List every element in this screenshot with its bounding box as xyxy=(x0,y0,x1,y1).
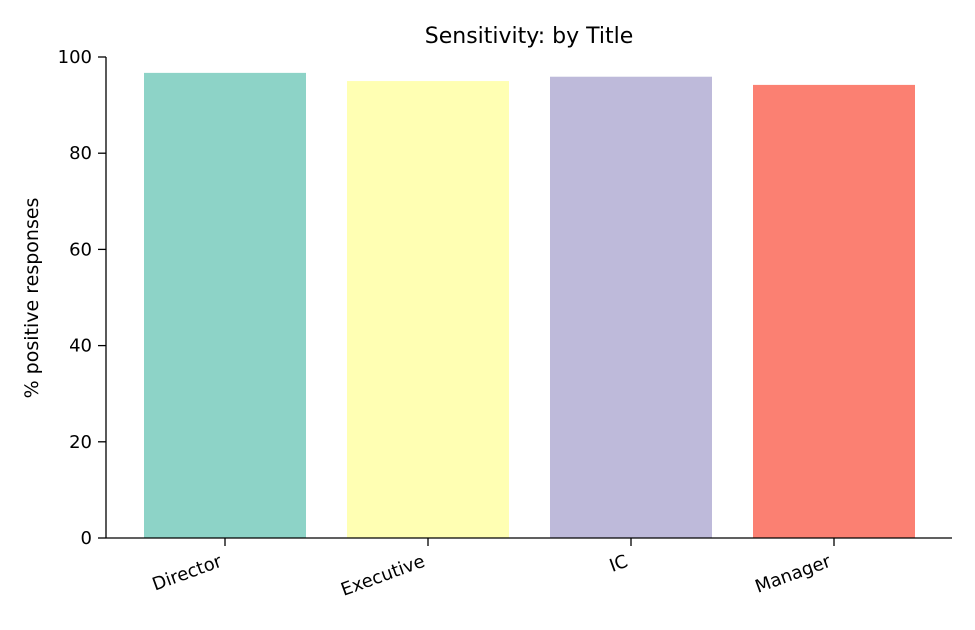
bar-director xyxy=(144,72,306,539)
x-axis-ticks: Director Executive IC Manager xyxy=(150,538,835,601)
x-tick-label: Director xyxy=(150,551,226,596)
y-tick-label: 0 xyxy=(81,528,92,549)
y-axis-ticks: 0 20 40 60 80 100 xyxy=(58,47,106,549)
bar-manager xyxy=(753,84,915,538)
y-tick-label: 20 xyxy=(69,432,92,453)
y-tick-label: 100 xyxy=(58,47,92,68)
chart-title: Sensitivity: by Title xyxy=(425,24,633,49)
bar-ic xyxy=(550,76,712,538)
y-tick-label: 60 xyxy=(69,239,92,260)
bars-group xyxy=(144,72,915,539)
y-tick-label: 40 xyxy=(69,336,92,357)
x-tick-label: IC xyxy=(607,551,631,577)
x-tick-label: Executive xyxy=(338,551,428,601)
bar-executive xyxy=(347,81,509,539)
x-tick-label: Manager xyxy=(752,551,834,598)
y-axis-label: % positive responses xyxy=(21,198,43,399)
y-tick-label: 80 xyxy=(69,143,92,164)
